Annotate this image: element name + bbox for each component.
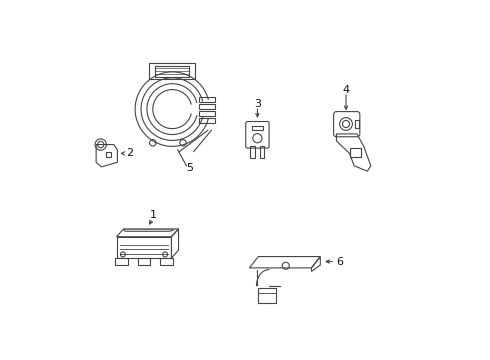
Text: 5: 5 xyxy=(187,163,194,172)
Text: 4: 4 xyxy=(343,85,349,95)
Text: 1: 1 xyxy=(149,211,156,220)
Text: 6: 6 xyxy=(336,257,343,266)
Text: 2: 2 xyxy=(126,148,133,158)
Text: 3: 3 xyxy=(254,99,261,109)
